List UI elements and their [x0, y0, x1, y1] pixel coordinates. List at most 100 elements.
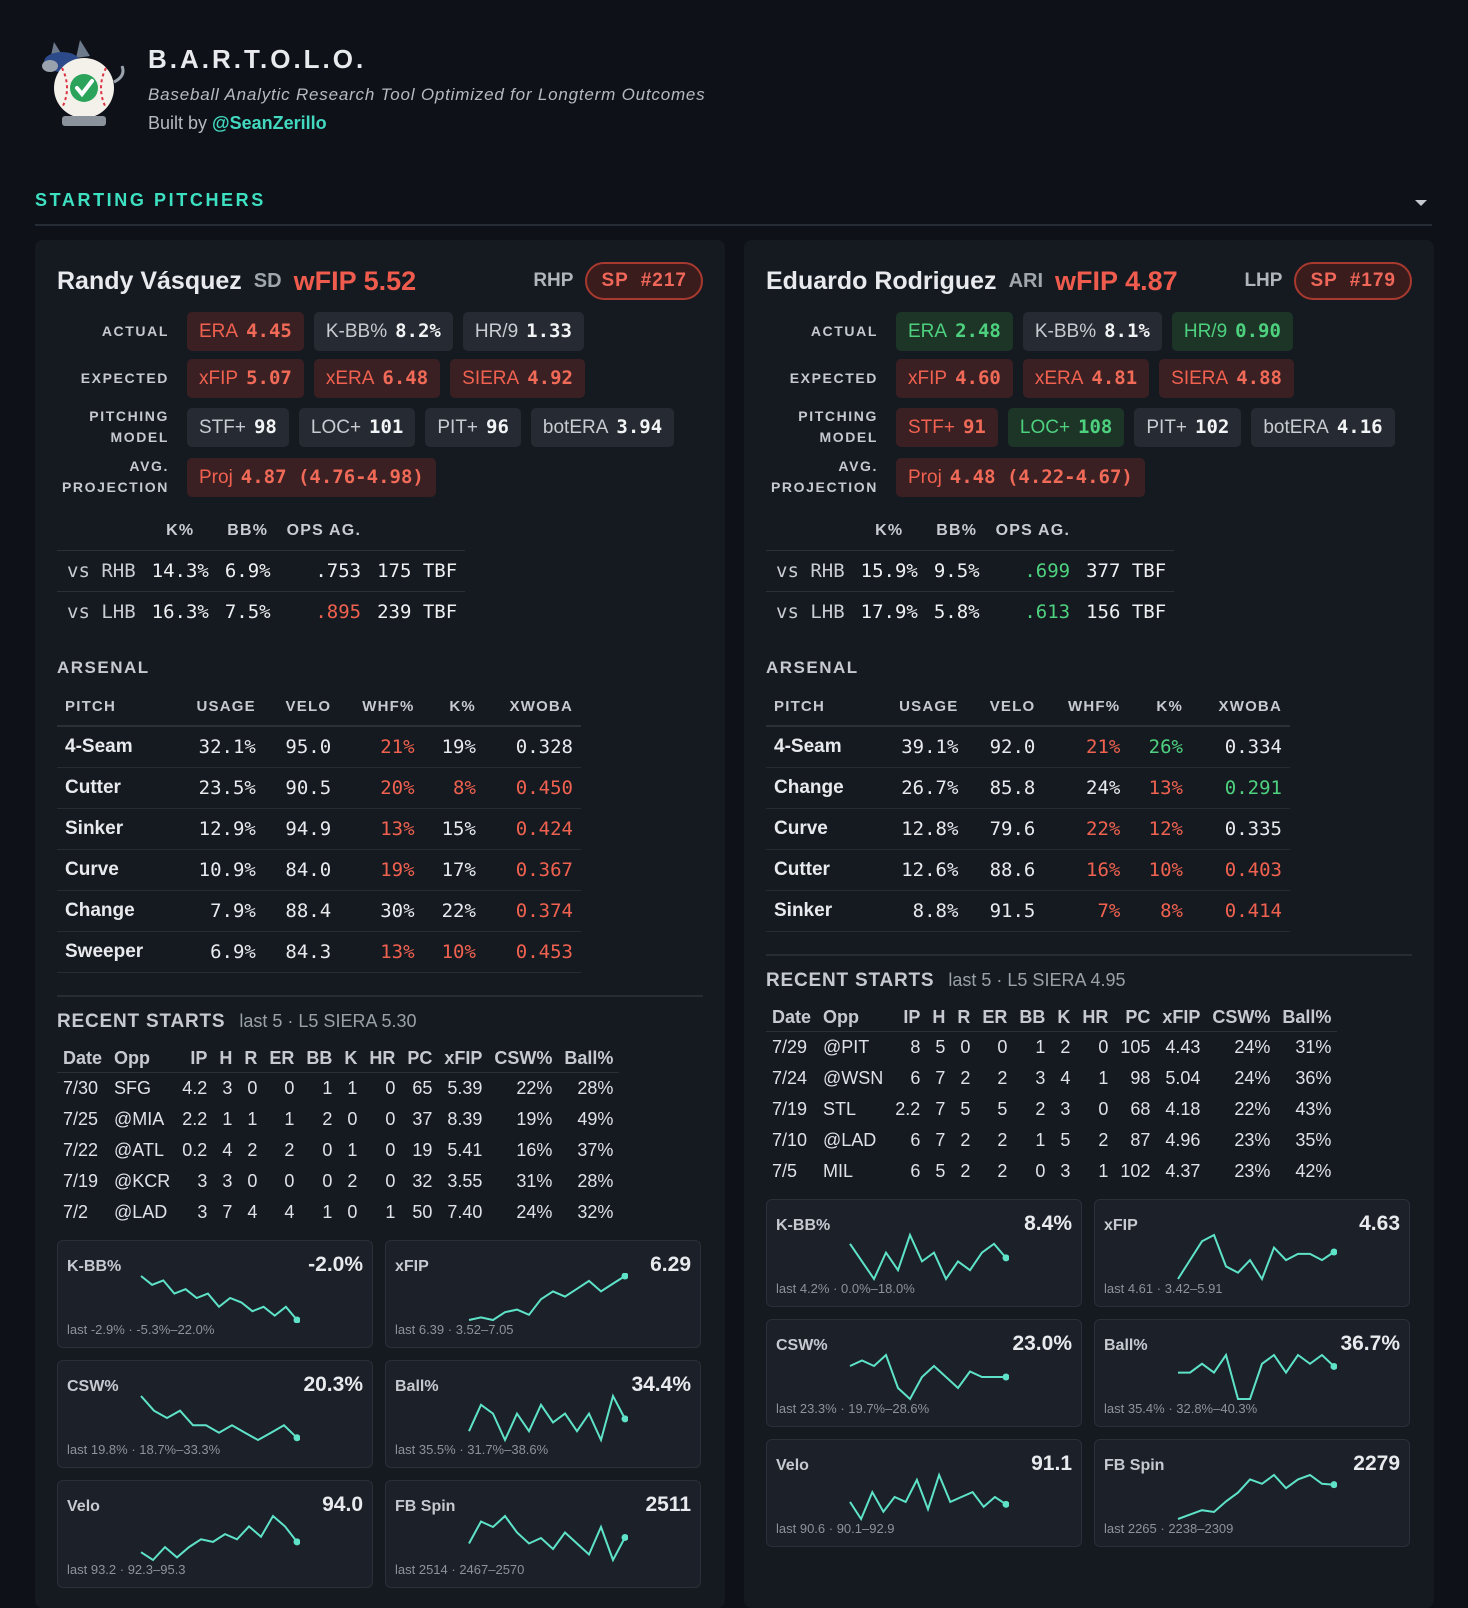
- recent-cell: 2: [322, 1109, 333, 1129]
- recent-cell: 3: [197, 1202, 208, 1222]
- recent-cell: 7: [222, 1202, 233, 1222]
- chip-key: xFIP: [908, 368, 948, 389]
- splits-row: vs LHB 16.3% 7.5% .895 239 TBF: [57, 591, 466, 632]
- handedness: LHP: [1244, 270, 1283, 291]
- arsenal-cell: 88.4: [263, 890, 340, 932]
- trend-card: K-BB% -2.0% last -2.9% · -5.3%–22.0%: [57, 1240, 373, 1348]
- splits-col: K%: [875, 522, 904, 539]
- arsenal-col: PITCH: [766, 688, 873, 727]
- stat-chip: LOC+ 101: [298, 407, 416, 447]
- arsenal-col: PITCH: [57, 688, 172, 727]
- recent-cell: 19%: [516, 1109, 553, 1129]
- chip-key: PIT+: [1146, 416, 1188, 438]
- arsenal-cell: 26.7%: [872, 767, 967, 809]
- wfip-label: wFIP: [293, 265, 357, 296]
- trend-note: last 93.2 · 92.3–95.3: [67, 1562, 186, 1577]
- chip-key: botERA: [542, 416, 609, 438]
- recent-cell: 7: [935, 1068, 946, 1088]
- recent-row: 7/25 @MIA 2.2 1 1 1 2 0 0 37 8.39 19% 49%: [57, 1104, 619, 1135]
- splits-col: OPS AG.: [995, 522, 1071, 539]
- recent-starts: RECENT STARTS last 5 · L5 SIERA 5.30 Date O…: [57, 995, 703, 1228]
- trend-note: last 4.2% · 0.0%–18.0%: [776, 1281, 915, 1296]
- stat-row: EXPECTED xFIP 5.07 xERA 6.48 SIERA 4.92: [57, 359, 703, 398]
- recent-cell: 31%: [1295, 1037, 1332, 1057]
- splits-cell: 16.3%: [143, 591, 217, 632]
- recent-col: K: [1051, 1004, 1077, 1032]
- trend-value: 2511: [645, 1493, 691, 1516]
- arsenal-cell: 0.403: [1190, 849, 1290, 891]
- arsenal-cell: Change: [766, 767, 873, 809]
- pitcher-name: Randy Vásquez: [57, 266, 242, 295]
- collapse-caret[interactable]: [1414, 198, 1428, 208]
- blank: [369, 516, 465, 551]
- sparkline-end: [1330, 1362, 1337, 1370]
- rank-pill: SP #217: [585, 262, 703, 300]
- trend-card: xFIP 6.29 last 6.39 · 3.52–7.05: [385, 1240, 701, 1348]
- trend-grid: K-BB% 8.4% last 4.2% · 0.0%–18.0% xFIP 4.63 l…: [766, 1199, 1412, 1547]
- recent-col: IP: [176, 1045, 214, 1073]
- sparkline: [140, 1275, 300, 1323]
- trend-note: last 19.8% · 18.7%–33.3%: [67, 1442, 221, 1457]
- trend-label: xFIP: [1104, 1217, 1138, 1234]
- sparkline-end: [293, 1434, 300, 1442]
- trend-card: Velo 94.0 last 93.2 · 92.3–95.3: [57, 1480, 373, 1588]
- splits-cell: .753: [278, 550, 370, 592]
- recent-cell: 50: [412, 1202, 433, 1222]
- recent-cell: 1: [347, 1140, 358, 1160]
- wfip-label: wFIP: [1055, 265, 1118, 296]
- trend-value: -2.0%: [308, 1253, 363, 1276]
- recent-cell: 32%: [577, 1202, 614, 1222]
- recent-cell: 7/5: [772, 1161, 798, 1181]
- sparkline-path: [140, 1514, 298, 1562]
- arsenal-cell: 4-Seam: [57, 726, 172, 768]
- recent-row: 7/10 @LAD 6 7 2 2 1 5 2 87 4.96 23% 35%: [766, 1125, 1337, 1156]
- chip-value: 91: [962, 415, 986, 438]
- chip-value: 6.48: [382, 367, 429, 389]
- recent-cell: 24%: [1234, 1068, 1271, 1088]
- recent-cell: 4.43: [1165, 1037, 1201, 1057]
- recent-col: R: [238, 1045, 264, 1073]
- trend-card: xFIP 4.63 last 4.61 · 3.42–5.91: [1094, 1199, 1410, 1307]
- recent-cell: 6: [910, 1161, 921, 1181]
- stat-chip: Proj 4.87 (4.76-4.98): [187, 457, 436, 497]
- trend-value: 94.0: [322, 1493, 363, 1516]
- arsenal-row: Change 26.7% 85.8 24% 13% 0.291: [766, 767, 1290, 809]
- recent-cell: 0: [1098, 1099, 1109, 1119]
- author-link[interactable]: @SeanZerillo: [212, 113, 327, 133]
- arsenal-cell: Curve: [766, 808, 873, 850]
- recent-cell: STL: [823, 1099, 857, 1119]
- arsenal-row: Change 7.9% 88.4 30% 22% 0.374: [57, 890, 581, 932]
- sparkline-path: [849, 1353, 1006, 1401]
- arsenal-cell: Sweeper: [57, 931, 172, 973]
- chip-value: 8.2%: [395, 320, 441, 342]
- section-header[interactable]: STARTING PITCHERS: [35, 190, 1432, 226]
- recent-cell: 1: [1098, 1068, 1109, 1088]
- chip-value: 8.1%: [1104, 320, 1150, 342]
- arsenal-cell: 20%: [339, 767, 423, 809]
- chip-value: 4.60: [955, 367, 1001, 389]
- arsenal-cell: 12.9%: [171, 808, 264, 850]
- arsenal-cell: 10%: [1128, 849, 1191, 891]
- recent-cell: 7/2: [63, 1202, 89, 1222]
- recent-title-row: RECENT STARTS last 5 · L5 SIERA 4.95: [766, 970, 1412, 992]
- trend-note: last 4.61 · 3.42–5.91: [1104, 1281, 1223, 1296]
- recent-cell: 6: [910, 1068, 921, 1088]
- recent-col: BB: [1013, 1004, 1052, 1032]
- arsenal-cell: 26%: [1128, 726, 1191, 768]
- chip-key: HR/9: [474, 321, 519, 342]
- chip-key: Proj: [199, 466, 233, 488]
- arsenal-cell: 13%: [339, 931, 423, 973]
- recent-cell: 37%: [577, 1140, 614, 1160]
- chip-key: LOC+: [310, 416, 362, 438]
- arsenal-row: Sinker 12.9% 94.9 13% 15% 0.424: [57, 808, 581, 850]
- recent-col: H: [213, 1045, 239, 1073]
- sparkline: [849, 1353, 1009, 1401]
- recent-col: Ball%: [1276, 1004, 1338, 1032]
- recent-cell: 4: [222, 1140, 233, 1160]
- stat-chip: botERA 3.94: [530, 407, 675, 447]
- arsenal-cell: 12.8%: [872, 808, 967, 850]
- sparkline-path: [849, 1472, 1007, 1522]
- arsenal-cell: 15%: [422, 808, 484, 850]
- recent-cell: 8: [910, 1037, 921, 1057]
- arsenal-col: K%: [1128, 688, 1191, 727]
